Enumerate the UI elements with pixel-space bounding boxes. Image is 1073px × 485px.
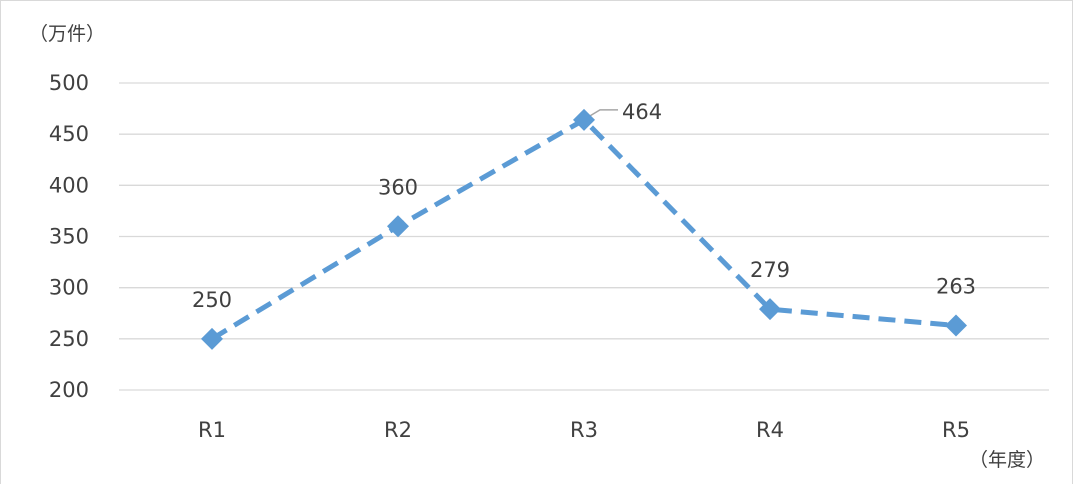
x-tick-label: R1: [198, 418, 226, 442]
data-label: 464: [622, 100, 662, 124]
data-point-marker: [759, 298, 781, 321]
x-tick-label: R3: [570, 418, 598, 442]
y-tick-label: 350: [49, 225, 89, 249]
y-tick-label: 450: [49, 122, 89, 146]
data-labels: 250 360 464 279 263: [192, 100, 976, 312]
data-label: 263: [936, 275, 976, 299]
y-tick-label: 400: [49, 173, 89, 197]
x-tick-label: R2: [384, 418, 412, 442]
y-tick-label: 300: [49, 276, 89, 300]
y-axis-tick-labels: 200 250 300 350 400 450 500: [49, 71, 89, 402]
gridlines: [119, 82, 1049, 391]
x-tick-label: R5: [942, 418, 970, 442]
data-label: 279: [750, 258, 790, 282]
data-point-marker: [573, 108, 595, 131]
data-markers: [201, 108, 967, 350]
leader-lines: [589, 109, 618, 117]
y-unit-label: （万件）: [29, 23, 105, 45]
data-point-marker: [387, 215, 409, 238]
x-unit-label: （年度）: [969, 449, 1045, 471]
data-point-marker: [201, 327, 223, 350]
data-point-marker: [945, 314, 967, 337]
data-label-leader-line: [589, 109, 618, 117]
y-tick-label: 250: [49, 327, 89, 351]
data-label: 360: [378, 175, 418, 199]
y-tick-label: 500: [49, 71, 89, 95]
y-tick-label: 200: [49, 378, 89, 402]
x-tick-label: R4: [756, 418, 784, 442]
x-axis-tick-labels: R1 R2 R3 R4 R5: [198, 418, 970, 442]
data-label: 250: [192, 288, 232, 312]
series-line: [210, 117, 957, 341]
series-line-path: [210, 117, 957, 341]
